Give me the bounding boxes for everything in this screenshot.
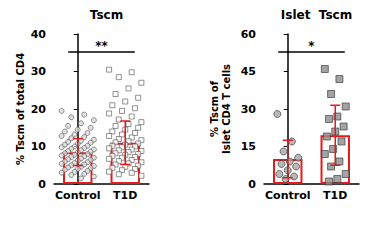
svg-text:Control: Control [55,189,100,202]
svg-text:Islet Tscm: Islet Tscm [281,8,352,22]
svg-text:15: 15 [241,140,256,153]
svg-text:Control: Control [265,189,310,202]
svg-text:10: 10 [31,140,47,153]
svg-text:**: ** [95,39,108,53]
svg-text:40: 40 [31,28,47,41]
svg-text:45: 45 [241,65,256,78]
svg-text:Islet CD4 T cells: Islet CD4 T cells [221,64,232,154]
svg-text:T1D: T1D [113,189,137,202]
svg-text:*: * [308,39,315,53]
svg-text:30: 30 [31,65,47,78]
svg-text:60: 60 [241,28,257,41]
svg-text:0: 0 [38,178,46,191]
svg-text:% Tscm of total CD4: % Tscm of total CD4 [15,53,26,165]
svg-text:T1D: T1D [323,189,347,202]
svg-text:30: 30 [241,103,257,116]
svg-text:20: 20 [31,103,47,116]
svg-text:0: 0 [248,178,256,191]
svg-text:% Tscm of: % Tscm of [209,80,220,137]
svg-text:Tscm: Tscm [90,8,123,22]
